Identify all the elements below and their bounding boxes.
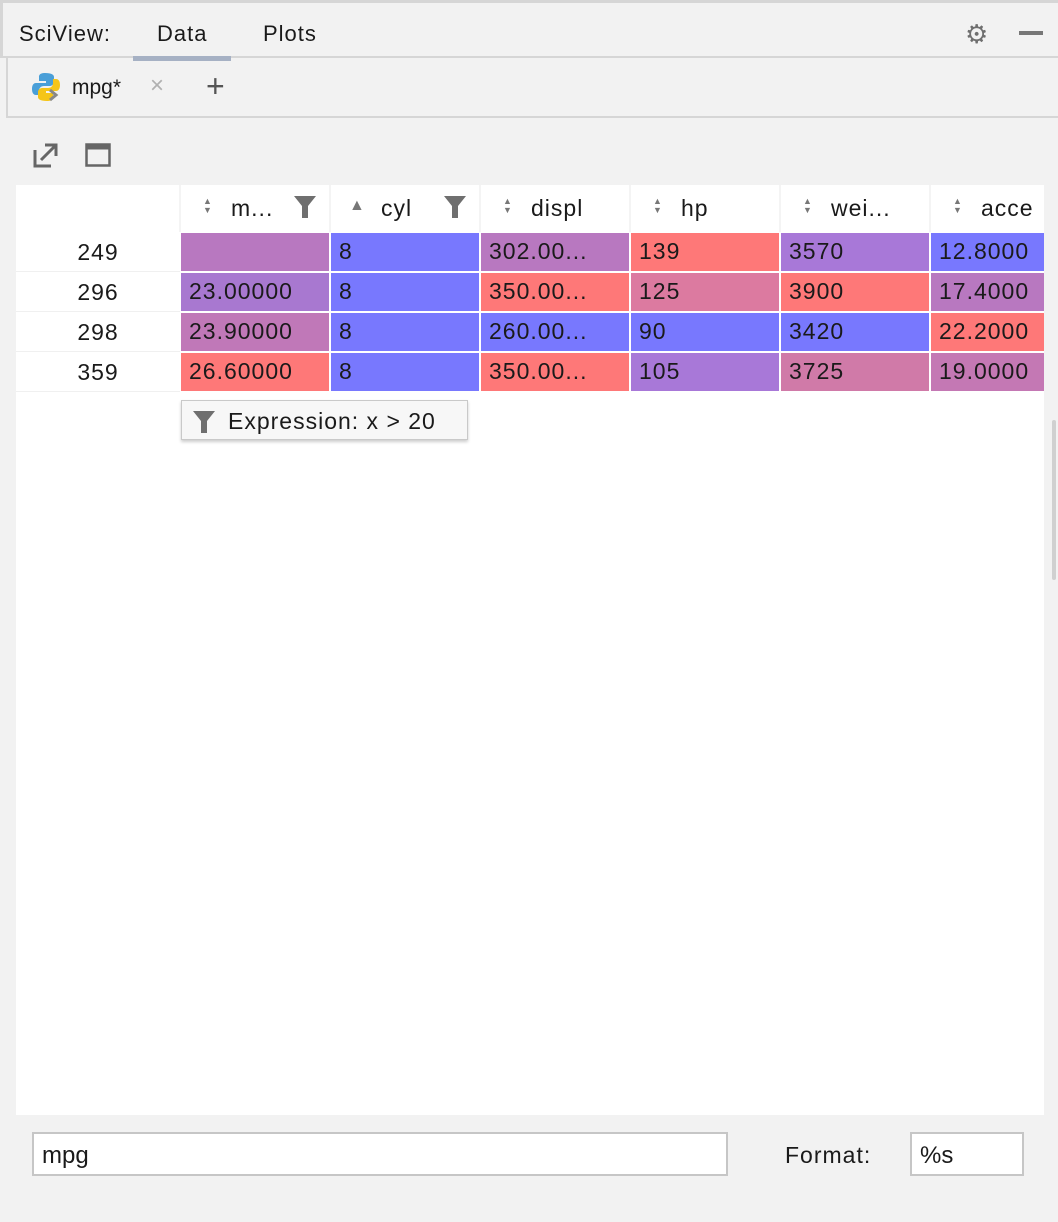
gear-icon[interactable]: ⚙	[965, 19, 989, 49]
column-header-label: acce	[981, 195, 1034, 221]
sort-icon[interactable]: ▲ ▼	[503, 196, 513, 215]
format-input[interactable]: %s	[910, 1132, 1024, 1176]
sciview-header: SciView: Data Plots ⚙	[0, 0, 1058, 61]
sort-ascending-icon[interactable]: ▲	[349, 197, 366, 214]
tab-data[interactable]: Data	[133, 21, 232, 61]
column-header-label: hp	[681, 195, 709, 221]
file-tab-mpg[interactable]: mpg*	[72, 76, 122, 99]
table-cell[interactable]: 23.00000	[181, 273, 329, 311]
column-header[interactable]: ▲ ▼ displ	[481, 185, 631, 232]
table-cell[interactable]: 23.90000	[181, 313, 329, 351]
row-index: 249	[16, 233, 180, 272]
index-header	[16, 185, 181, 232]
row-index: 298	[16, 313, 180, 352]
sciview-label: SciView:	[19, 21, 111, 46]
row-index: 296	[16, 273, 180, 312]
data-table: ▲ ▼ m... ▲ cyl ▲ ▼ displ ▲ ▼ hp ▲ ▼ wei... ▲ ▼ acce 249 8…	[16, 185, 1044, 1115]
column-header[interactable]: ▲ ▼ m...	[181, 185, 331, 232]
filter-tooltip: Expression: x > 20	[181, 400, 468, 440]
table-cell[interactable]: 105	[631, 353, 779, 391]
filter-icon[interactable]	[443, 194, 467, 220]
table-cell[interactable]: 90	[631, 313, 779, 351]
sort-icon[interactable]: ▲ ▼	[803, 196, 813, 215]
vertical-scrollbar[interactable]	[1052, 420, 1056, 580]
table-cell[interactable]: 125	[631, 273, 779, 311]
maximize-icon[interactable]	[85, 142, 111, 168]
column-header[interactable]: ▲ ▼ hp	[631, 185, 781, 232]
filter-icon[interactable]	[293, 194, 317, 220]
column-header[interactable]: ▲ cyl	[331, 185, 481, 232]
table-cell[interactable]: 8	[331, 313, 479, 351]
table-row[interactable]: 359 26.60000 8 350.00... 105 3725 19.0000	[16, 353, 1044, 393]
table-cell[interactable]	[181, 233, 329, 271]
column-header-label: displ	[531, 195, 584, 221]
minimize-icon[interactable]	[1019, 31, 1043, 35]
table-row[interactable]: 296 23.00000 8 350.00... 125 3900 17.4000	[16, 273, 1044, 313]
table-cell[interactable]: 139	[631, 233, 779, 271]
format-label: Format:	[785, 1142, 872, 1168]
table-cell[interactable]: 302.00...	[481, 233, 629, 271]
table-cell[interactable]: 3900	[781, 273, 929, 311]
column-header-label: wei...	[831, 195, 891, 221]
table-cell[interactable]: 3570	[781, 233, 929, 271]
table-cell[interactable]: 8	[331, 353, 479, 391]
add-tab-icon[interactable]: +	[206, 68, 225, 104]
table-cell[interactable]: 260.00...	[481, 313, 629, 351]
open-in-new-window-icon[interactable]	[33, 142, 59, 168]
table-cell[interactable]: 350.00...	[481, 353, 629, 391]
close-tab-icon[interactable]: ×	[150, 72, 165, 99]
variable-name-input[interactable]: mpg	[32, 1132, 728, 1176]
table-cell[interactable]: 26.60000	[181, 353, 329, 391]
table-cell[interactable]: 12.8000	[931, 233, 1044, 271]
column-header[interactable]: ▲ ▼ acce	[931, 185, 1044, 232]
column-header[interactable]: ▲ ▼ wei...	[781, 185, 931, 232]
file-tab-bar: mpg* × +	[6, 58, 1058, 118]
table-cell[interactable]: 3725	[781, 353, 929, 391]
table-row[interactable]: 249 8 302.00... 139 3570 12.8000	[16, 233, 1044, 273]
filter-icon	[193, 411, 215, 433]
sort-icon[interactable]: ▲ ▼	[203, 196, 213, 215]
tooltip-text: Expression: x > 20	[228, 408, 436, 434]
table-cell[interactable]: 8	[331, 233, 479, 271]
table-cell[interactable]: 17.4000	[931, 273, 1044, 311]
tab-plots[interactable]: Plots	[263, 21, 317, 46]
table-row[interactable]: 298 23.90000 8 260.00... 90 3420 22.2000	[16, 313, 1044, 353]
python-icon	[32, 73, 60, 102]
table-cell[interactable]: 3420	[781, 313, 929, 351]
column-header-label: m...	[231, 195, 274, 221]
table-cell[interactable]: 350.00...	[481, 273, 629, 311]
sort-icon[interactable]: ▲ ▼	[953, 196, 963, 215]
table-cell[interactable]: 8	[331, 273, 479, 311]
table-cell[interactable]: 19.0000	[931, 353, 1044, 391]
table-cell[interactable]: 22.2000	[931, 313, 1044, 351]
row-index: 359	[16, 353, 180, 392]
sort-icon[interactable]: ▲ ▼	[653, 196, 663, 215]
column-header-label: cyl	[381, 195, 413, 221]
